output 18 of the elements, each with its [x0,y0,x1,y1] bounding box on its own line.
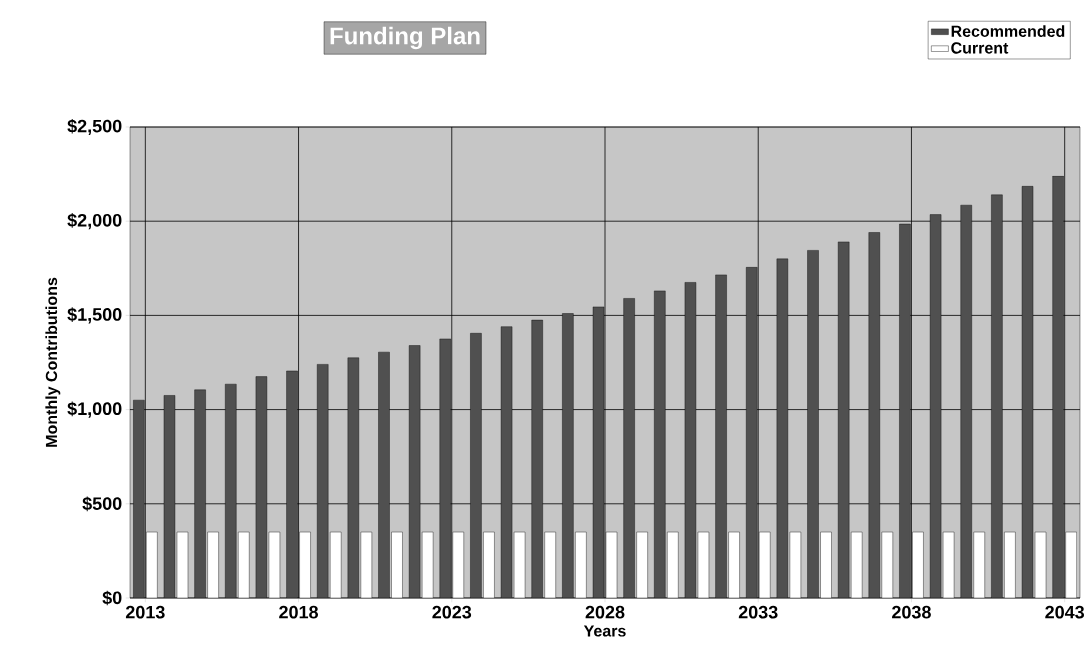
y-tick-label: $0 [102,590,122,606]
x-tick-label: 2028 [585,605,625,619]
y-axis-title: Monthly Contributions [45,277,61,447]
chart-title: Funding Plan [330,26,480,50]
x-tick-label: 2018 [279,605,319,619]
y-tick-label: $1,500 [67,307,122,324]
y-tick-label: $2,000 [67,213,122,230]
y-tick-label: $1,000 [67,401,122,418]
x-tick-label: 2043 [1045,605,1085,619]
legend-label: Current [951,42,1009,54]
x-tick-label: 2038 [892,605,931,619]
y-tick-label: $2,500 [67,118,122,136]
x-tick-label: 2023 [432,605,472,619]
x-axis-title: Years [583,625,626,637]
x-tick-label: 2033 [738,605,778,619]
y-tick-label: $500 [82,496,122,512]
x-tick-label: 2013 [125,605,165,619]
legend-label: Recommended [951,25,1065,37]
